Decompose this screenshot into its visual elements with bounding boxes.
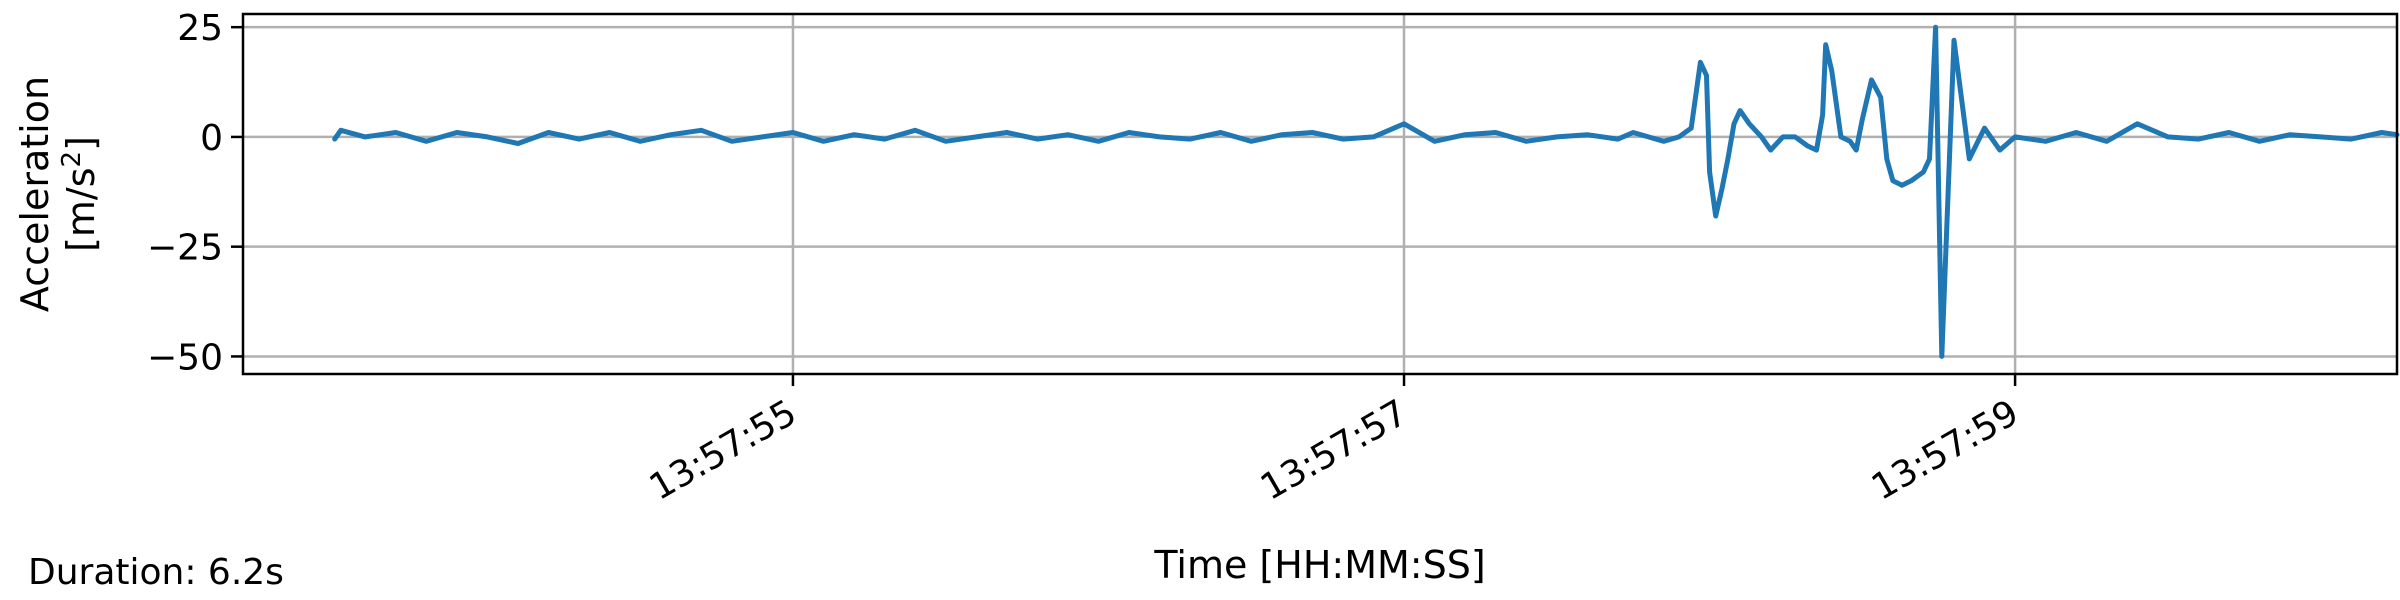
y-tick-label: 25 [177, 8, 223, 49]
duration-note: Duration: 6.2s [28, 552, 284, 593]
y-axis-ticks: 25 0 −25 −50 [147, 8, 243, 378]
x-axis-ticks: 13:57:55 13:57:57 13:57:59 [643, 374, 2026, 509]
y-tick-label: 0 [200, 118, 223, 159]
plot-area-frame [241, 12, 2399, 376]
x-tick-label: 13:57:55 [643, 392, 804, 508]
y-tick-label: −50 [147, 337, 223, 378]
x-tick-label: 13:57:59 [1865, 392, 2026, 508]
series-line-acceleration [332, 24, 2400, 359]
x-axis-label: Time [HH:MM:SS] [1153, 543, 1485, 587]
grid-lines [243, 14, 2397, 374]
x-tick-label: 13:57:57 [1254, 392, 1415, 508]
y-tick-label: −25 [147, 228, 223, 269]
y-axis-label: Acceleration [m/s2] [13, 76, 103, 312]
y-axis-label-line1: Acceleration [13, 76, 57, 312]
y-axis-label-line2: [m/s2] [57, 136, 103, 252]
